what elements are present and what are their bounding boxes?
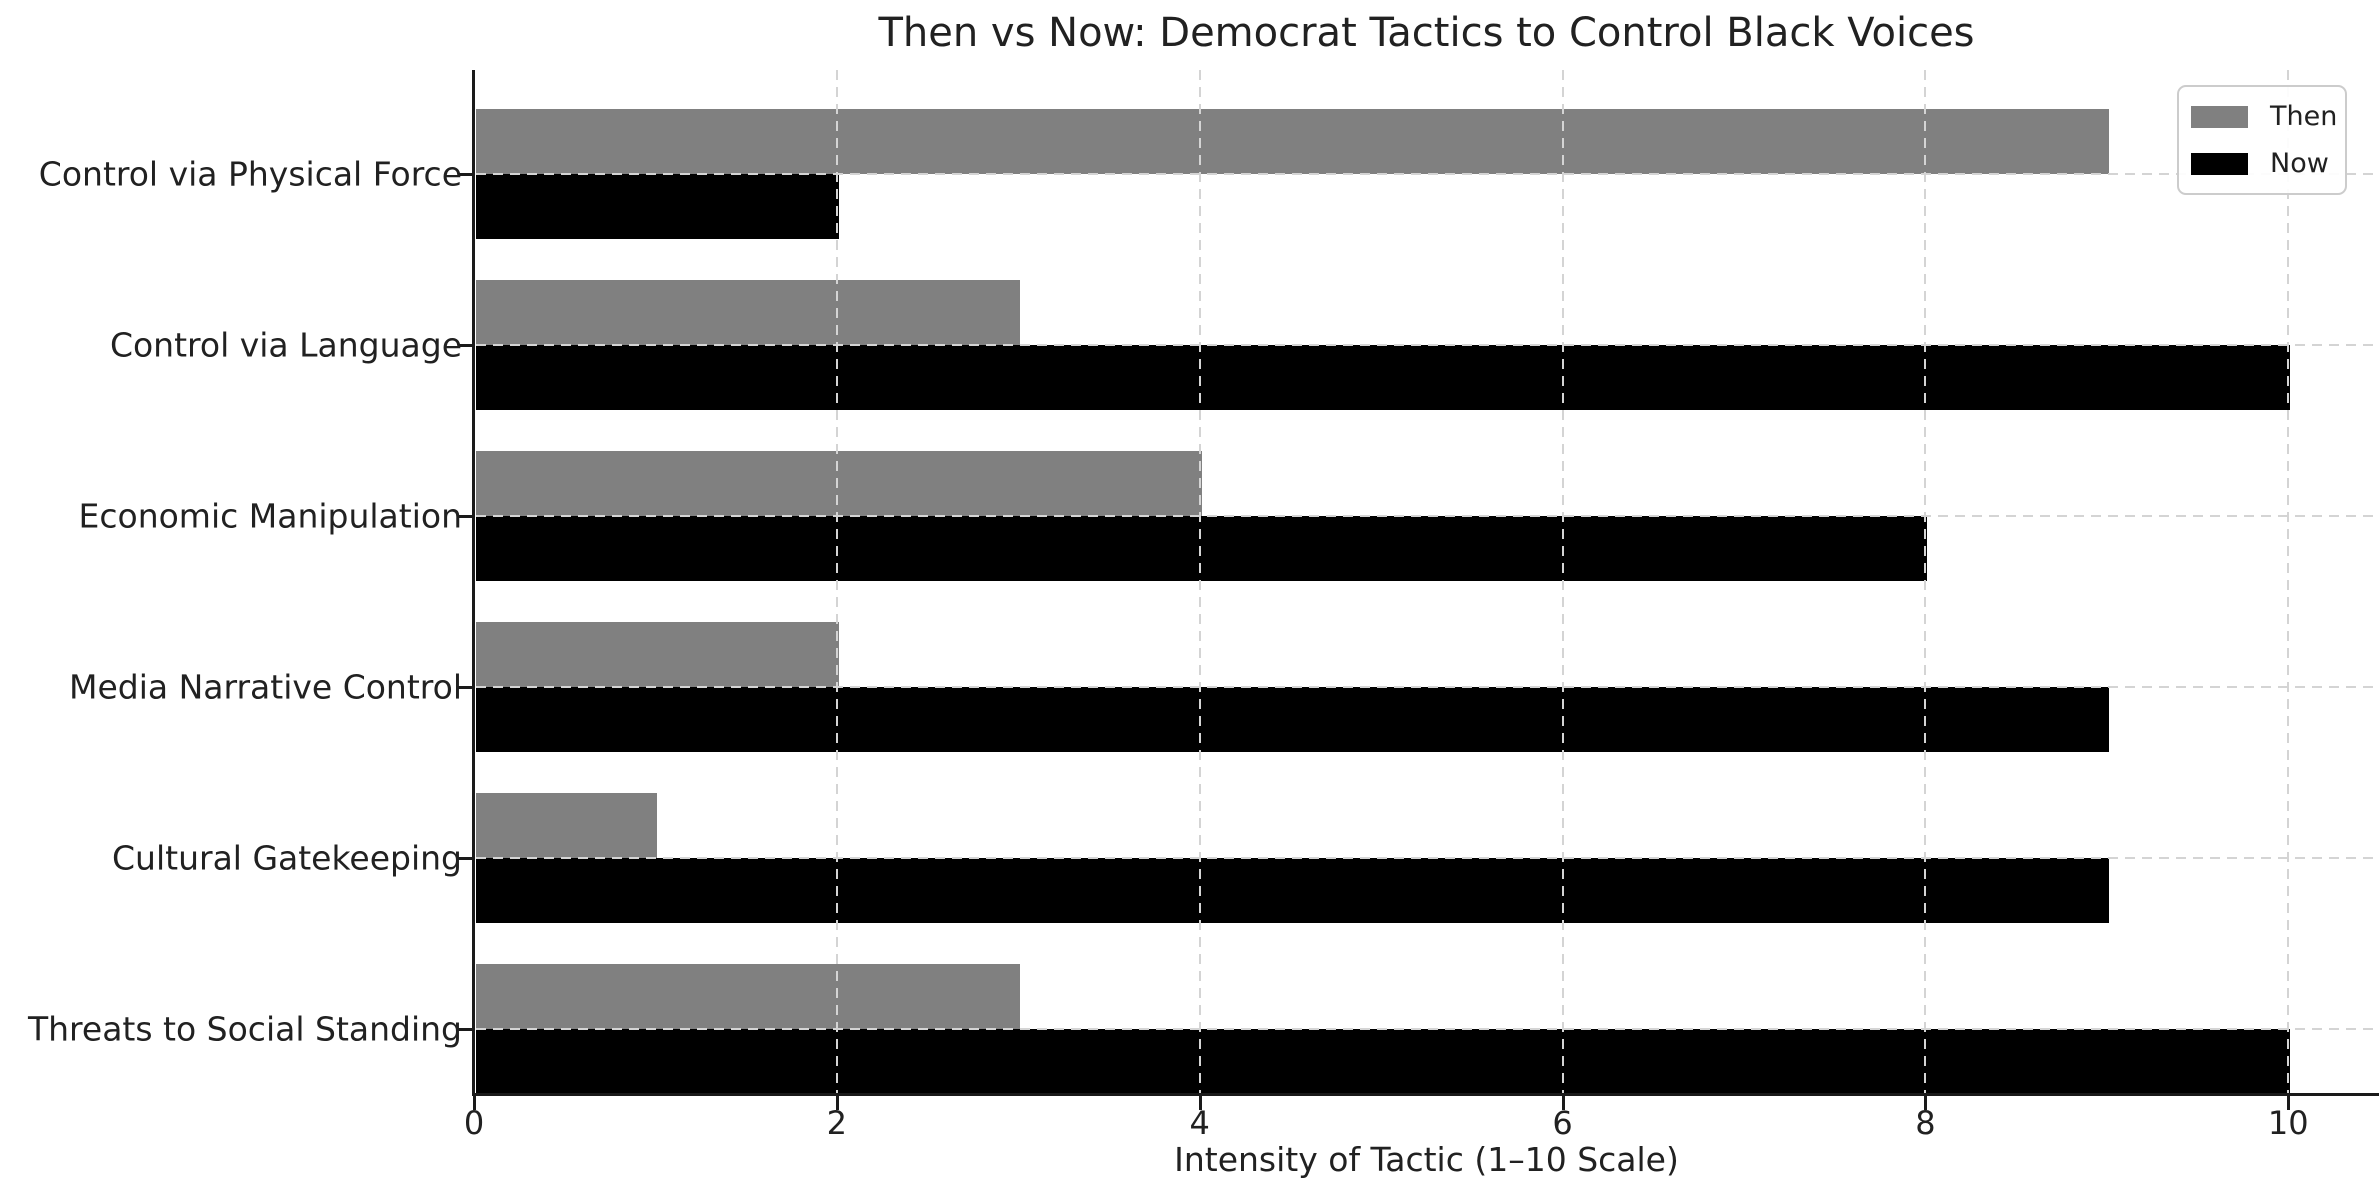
y-tick-mark: [458, 173, 472, 176]
y-tick-mark: [458, 515, 472, 518]
bar-then-4: [476, 793, 657, 858]
x-tick-mark: [2287, 1096, 2291, 1110]
legend-row-now: Now: [2191, 148, 2331, 179]
x-tick-label-1: 2: [826, 1104, 848, 1142]
legend-swatch-then: [2191, 105, 2248, 128]
bar-then-1: [476, 280, 1020, 345]
y-tick-mark: [458, 1028, 472, 1031]
v-gridline: [1924, 70, 1927, 1093]
bar-then-3: [476, 622, 839, 687]
bar-now-4: [476, 858, 2109, 923]
v-gridline: [2287, 70, 2290, 1093]
v-gridline: [835, 70, 838, 1093]
legend-label-then: Then: [2270, 101, 2338, 132]
bar-then-0: [476, 109, 2109, 174]
x-tick-mark: [1198, 1096, 1202, 1110]
y-tick-label-0: Control via Physical Force: [38, 154, 462, 194]
y-tick-label-1: Control via Language: [109, 325, 462, 365]
bar-now-0: [476, 174, 839, 239]
bar-now-3: [476, 687, 2109, 752]
h-gridline: [476, 344, 2379, 346]
v-gridline: [1198, 70, 1201, 1093]
h-gridline: [476, 1028, 2379, 1030]
legend-row-then: Then: [2191, 101, 2337, 132]
y-tick-mark: [458, 686, 472, 689]
legend-swatch-now: [2191, 152, 2248, 175]
y-tick-mark: [458, 857, 472, 860]
h-gridline: [476, 686, 2379, 688]
y-tick-label-3: Media Narrative Control: [68, 667, 462, 707]
x-axis-title: Intensity of Tactic (1–10 Scale): [1174, 1140, 1679, 1179]
y-tick-label-4: Cultural Gatekeeping: [112, 838, 462, 878]
y-tick-label-2: Economic Manipulation: [78, 496, 462, 536]
y-axis-spine: [472, 70, 475, 1096]
legend-label-now: Now: [2270, 148, 2329, 179]
h-gridline: [476, 515, 2379, 517]
v-gridline: [1561, 70, 1564, 1093]
y-tick-label-5: Threats to Social Standing: [27, 1009, 462, 1049]
chart-title: Then vs Now: Democrat Tactics to Control…: [878, 10, 1975, 56]
x-tick-mark: [473, 1096, 476, 1110]
bar-then-5: [476, 964, 1020, 1029]
x-tick-label-5: 10: [2267, 1104, 2309, 1142]
bar-now-1: [476, 345, 2290, 410]
x-tick-label-2: 4: [1189, 1104, 1210, 1142]
legend: Then Now: [2177, 85, 2347, 195]
bar-now-5: [476, 1029, 2290, 1094]
x-tick-mark: [1561, 1096, 1565, 1110]
y-tick-mark: [458, 344, 472, 347]
x-tick-label-3: 6: [1552, 1104, 1573, 1142]
bar-now-2: [476, 516, 1927, 581]
x-tick-label-0: 0: [463, 1104, 485, 1142]
h-gridline: [476, 857, 2379, 859]
x-axis-spine: [472, 1093, 2379, 1096]
x-tick-mark: [1924, 1096, 1928, 1110]
x-tick-label-4: 8: [1915, 1104, 1936, 1142]
x-tick-mark: [835, 1096, 839, 1110]
bar-then-2: [476, 451, 1202, 516]
h-gridline: [476, 173, 2379, 175]
